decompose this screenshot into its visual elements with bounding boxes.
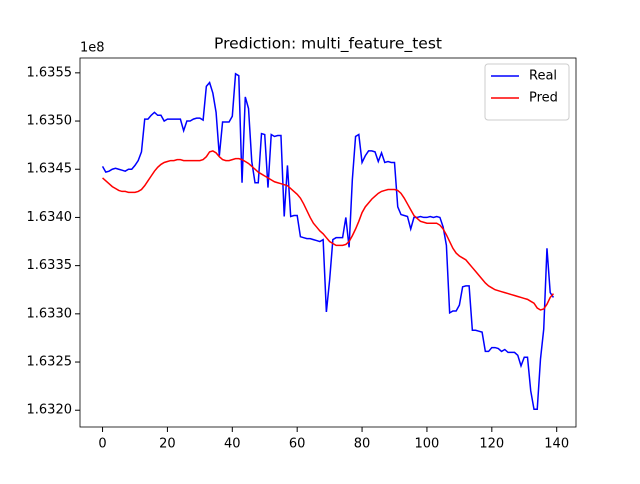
data-line xyxy=(101,72,555,411)
y-tick-label: 1.6350 xyxy=(27,114,73,129)
y-tick-label: 1.6355 xyxy=(27,65,73,80)
y-offset-label: 1e8 xyxy=(80,41,105,56)
x-tick-label: 40 xyxy=(224,437,241,452)
x-tick-label: 80 xyxy=(354,437,371,452)
chart-title: Prediction: multi_feature_test xyxy=(214,35,442,54)
data-line xyxy=(102,150,555,311)
y-tick-label: 1.6340 xyxy=(27,210,73,225)
y-tick-label: 1.6335 xyxy=(27,258,73,273)
axes-frame xyxy=(79,57,577,428)
x-tick-label: 100 xyxy=(415,437,440,452)
x-tick-label: 0 xyxy=(98,437,106,452)
y-tick-label: 1.6345 xyxy=(27,162,73,177)
x-tick-label: 120 xyxy=(479,437,504,452)
y-tick-label: 1.6330 xyxy=(27,306,73,321)
legend-label: Real xyxy=(529,69,557,84)
y-tick-label: 1.6325 xyxy=(27,355,73,370)
x-tick-label: 20 xyxy=(159,437,176,452)
y-tick-label: 1.6320 xyxy=(27,403,73,418)
legend-box xyxy=(484,63,570,121)
legend-label: Pred xyxy=(529,91,558,106)
x-tick-label: 60 xyxy=(289,437,306,452)
x-tick-label: 140 xyxy=(544,437,569,452)
